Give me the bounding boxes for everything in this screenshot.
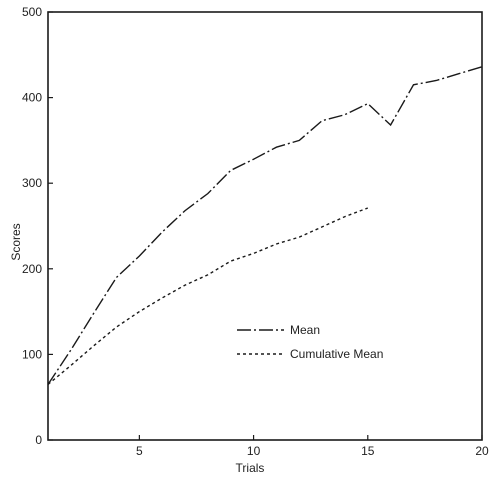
y-tick-label: 200 xyxy=(22,262,42,276)
legend-label: Mean xyxy=(290,323,320,337)
axes xyxy=(47,11,483,441)
series-layer xyxy=(47,66,483,385)
y-tick-label: 0 xyxy=(35,433,42,447)
y-tick-label: 300 xyxy=(22,176,42,190)
x-tick-label: 15 xyxy=(361,444,375,458)
legend: Mean Cumulative Mean xyxy=(237,323,383,361)
y-tick-label: 100 xyxy=(22,347,42,361)
y-axis-title: Scores xyxy=(9,223,23,260)
legend-label: Cumulative Mean xyxy=(290,347,383,361)
series-line-cumulative-mean xyxy=(47,207,369,385)
x-tick-label: 10 xyxy=(247,444,261,458)
plot-frame xyxy=(47,11,483,441)
series-line-mean xyxy=(47,66,483,385)
tick-marks: 0 100 200 300 400 500 5 10 15 20 xyxy=(22,5,489,458)
x-axis-title: Trials xyxy=(236,461,265,475)
x-tick-label: 20 xyxy=(475,444,489,458)
y-tick-label: 400 xyxy=(22,91,42,105)
y-tick-label: 500 xyxy=(22,5,42,19)
x-tick-label: 5 xyxy=(136,444,143,458)
